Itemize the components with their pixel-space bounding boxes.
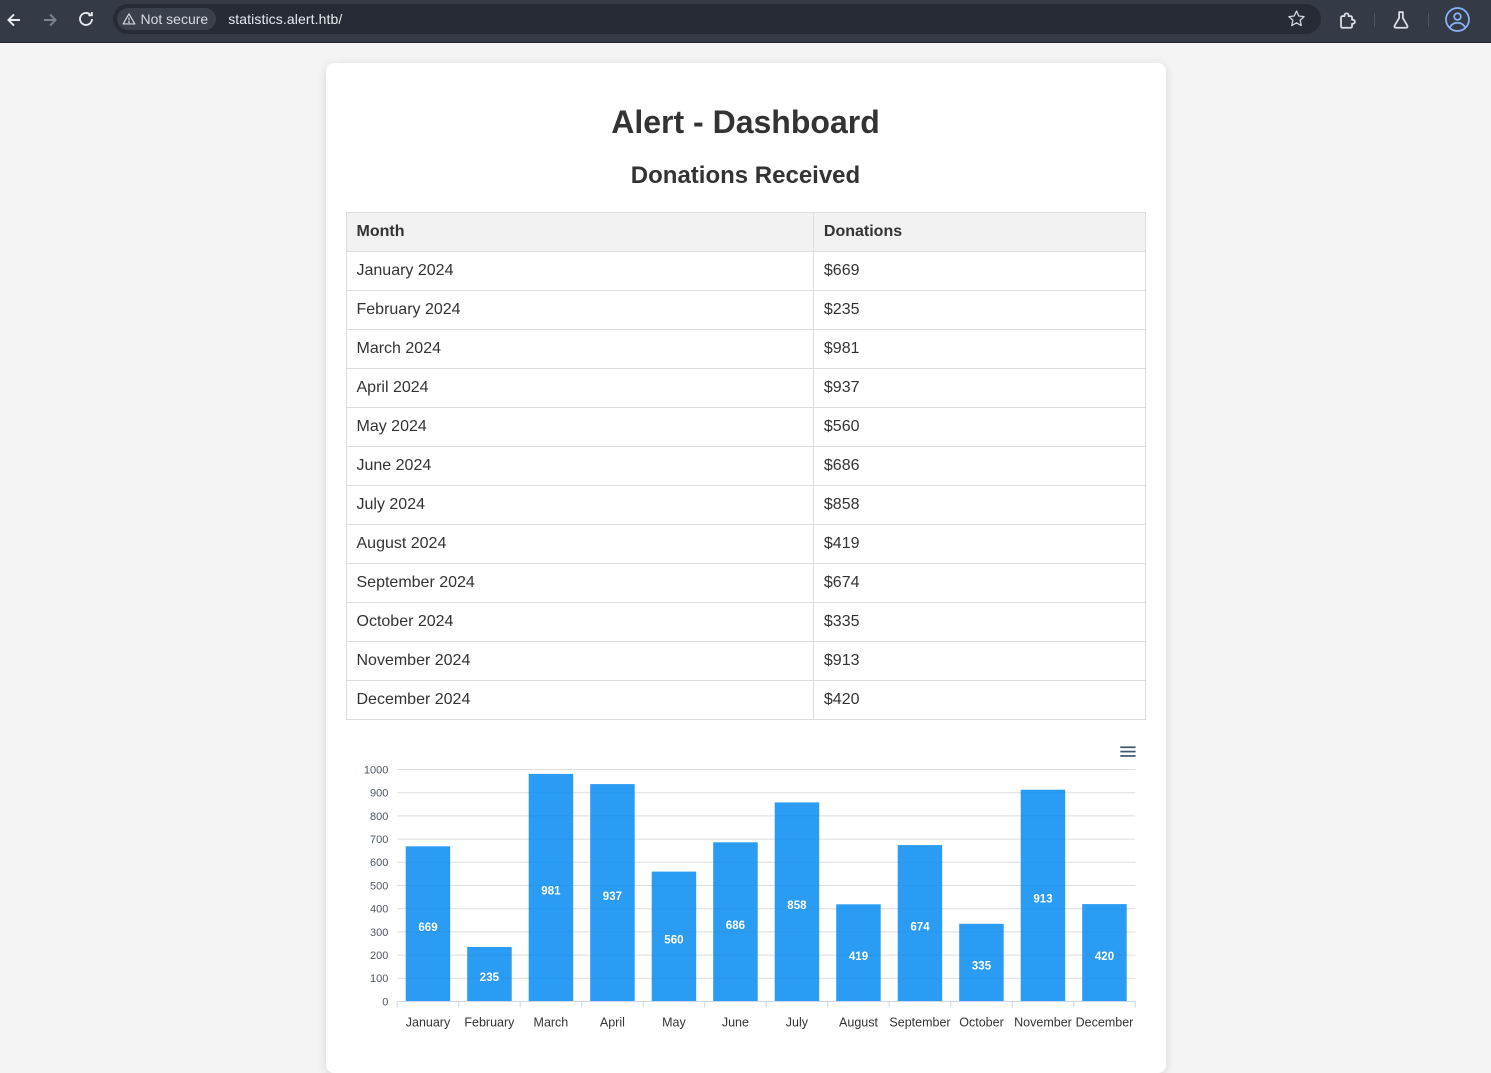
svg-text:669: 669: [418, 922, 437, 934]
svg-text:235: 235: [479, 972, 499, 984]
svg-text:November: November: [1014, 1016, 1072, 1030]
svg-text:December: December: [1075, 1016, 1133, 1030]
svg-text:1000: 1000: [363, 764, 387, 776]
svg-text:674: 674: [910, 921, 930, 933]
svg-text:October: October: [959, 1016, 1003, 1030]
svg-text:937: 937: [602, 891, 621, 903]
svg-text:August: August: [839, 1016, 878, 1030]
svg-text:September: September: [889, 1016, 950, 1030]
svg-text:300: 300: [370, 927, 388, 939]
svg-text:0: 0: [382, 996, 388, 1008]
svg-text:500: 500: [370, 880, 388, 892]
svg-text:June: June: [721, 1016, 748, 1030]
svg-text:686: 686: [725, 920, 744, 932]
svg-text:600: 600: [370, 857, 388, 869]
svg-text:560: 560: [664, 935, 683, 947]
svg-text:419: 419: [848, 951, 867, 963]
svg-text:April: April: [599, 1016, 624, 1030]
svg-text:May: May: [662, 1016, 686, 1030]
svg-text:July: July: [785, 1016, 808, 1030]
svg-text:200: 200: [370, 950, 388, 962]
svg-text:January: January: [405, 1016, 450, 1030]
svg-text:February: February: [464, 1016, 515, 1030]
svg-text:100: 100: [370, 973, 388, 985]
svg-text:400: 400: [370, 904, 388, 916]
svg-text:March: March: [533, 1016, 568, 1030]
svg-text:913: 913: [1033, 894, 1052, 906]
svg-text:981: 981: [541, 886, 561, 898]
svg-text:700: 700: [370, 834, 388, 846]
svg-text:858: 858: [787, 900, 807, 912]
svg-text:800: 800: [370, 811, 388, 823]
svg-text:335: 335: [971, 961, 991, 973]
svg-text:420: 420: [1094, 951, 1113, 963]
svg-text:900: 900: [370, 788, 388, 800]
